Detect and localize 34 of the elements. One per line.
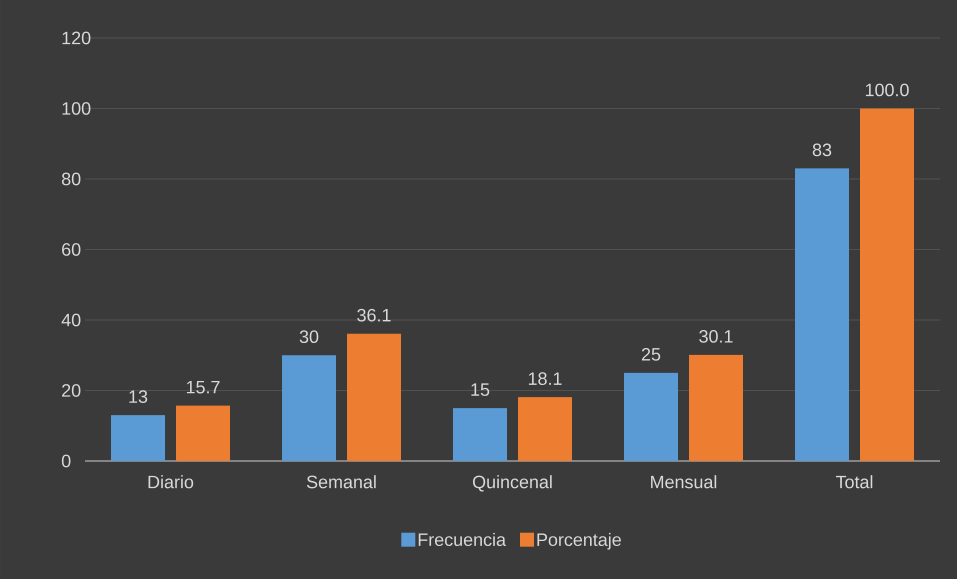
bar — [282, 355, 336, 461]
bar — [624, 372, 678, 461]
bar — [689, 354, 744, 461]
y-tick-label: 120 — [62, 32, 90, 44]
data-label: 15.7 — [186, 380, 220, 394]
data-label: 100.0 — [866, 84, 909, 96]
data-label: 83 — [812, 144, 832, 156]
y-tick-label: 60 — [62, 243, 80, 256]
x-tick-label: Semanal — [306, 475, 376, 488]
y-tick-label: 80 — [62, 172, 80, 186]
x-tick-label: Total — [836, 475, 872, 488]
bar — [176, 406, 230, 461]
x-tick-label: Mensual — [651, 475, 716, 488]
data-label: 15 — [471, 383, 490, 396]
data-label: 36.1 — [357, 308, 391, 322]
y-tick-label: 100 — [62, 102, 90, 115]
bar — [860, 108, 914, 461]
data-label: 25 — [642, 348, 660, 361]
bar — [453, 408, 508, 461]
bar — [518, 397, 572, 461]
legend-label: Frecuencia — [418, 532, 506, 546]
y-tick-label: 40 — [62, 314, 80, 326]
bar — [795, 168, 850, 461]
x-tick-label: Quincenal — [472, 475, 552, 492]
legend-label: Porcentaje — [537, 532, 621, 550]
bar — [347, 334, 402, 461]
data-label: 18.1 — [528, 372, 562, 386]
y-tick-label: 20 — [62, 384, 80, 397]
data-label: 30.1 — [699, 330, 733, 343]
x-tick-label: Diario — [148, 475, 194, 488]
bar — [111, 415, 166, 461]
data-label: 30 — [300, 330, 318, 344]
data-label: 13 — [129, 390, 148, 403]
y-tick-label: 0 — [62, 454, 70, 468]
